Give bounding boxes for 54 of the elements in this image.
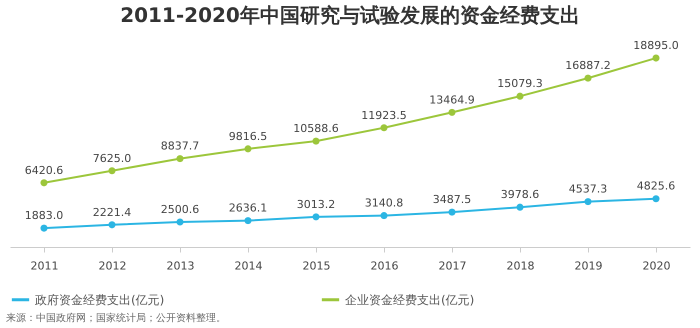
data-label: 1883.0 [24, 209, 64, 222]
point [312, 138, 320, 145]
x-tick-label: 2017 [438, 260, 466, 272]
point [244, 217, 252, 224]
x-tick-label: 2012 [98, 260, 126, 272]
data-label: 16887.2 [565, 59, 611, 72]
x-tick-label: 2019 [574, 260, 602, 272]
point [380, 124, 388, 132]
data-label: 6420.6 [24, 164, 64, 177]
x-tick-label: 2014 [234, 260, 262, 272]
legend-label: 政府资金经费支出(亿元) [35, 292, 164, 307]
data-label: 3487.5 [432, 193, 472, 206]
data-label: 9816.5 [228, 130, 268, 143]
x-tick-label: 2015 [302, 260, 330, 272]
point [448, 208, 456, 216]
point [176, 155, 184, 162]
point [40, 179, 48, 186]
source-note: 来源：中国政府网；国家统计局；公开资料整理。 [5, 312, 227, 326]
point [652, 195, 660, 202]
data-label: 2500.6 [160, 202, 200, 216]
data-label: 10588.6 [293, 122, 339, 136]
point [108, 167, 116, 174]
legend-label: 企业资金经费支出(亿元) [345, 292, 474, 307]
point [40, 224, 48, 232]
point [108, 221, 116, 228]
data-label: 15079.3 [497, 77, 543, 90]
data-label: 3013.2 [296, 198, 336, 211]
data-label: 3140.8 [364, 196, 404, 210]
data-label: 11923.5 [361, 108, 407, 122]
data-label: 7625.0 [92, 152, 132, 165]
data-label: 13464.9 [429, 93, 475, 106]
data-label: 4537.3 [568, 182, 608, 196]
point [312, 213, 320, 220]
point [380, 212, 388, 220]
point [176, 218, 184, 226]
data-label: 8837.7 [160, 140, 200, 153]
x-tick-label: 2018 [506, 260, 534, 272]
x-tick-label: 2016 [370, 260, 398, 272]
point [584, 74, 592, 82]
data-label: 3978.6 [500, 188, 540, 202]
x-tick-label: 2020 [642, 260, 670, 272]
x-tick-label: 2013 [166, 260, 194, 272]
chart-title: 2011-2020年中国研究与试验发展的资金经费支出 [120, 3, 580, 28]
point [244, 145, 252, 152]
x-tick-label: 2011 [30, 260, 58, 272]
point [584, 198, 592, 206]
point [652, 54, 660, 62]
point [516, 204, 524, 211]
data-label: 2636.1 [228, 202, 268, 215]
data-label: 18895.0 [633, 39, 679, 52]
point [516, 92, 524, 100]
data-label: 4825.6 [636, 180, 676, 193]
data-label: 2221.4 [92, 206, 132, 219]
point [448, 108, 456, 116]
